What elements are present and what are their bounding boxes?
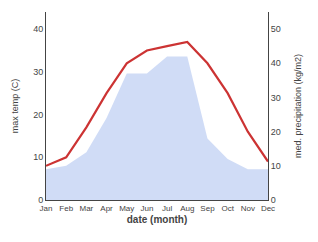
- svg-text:40: 40: [271, 58, 281, 68]
- svg-text:Jun: Jun: [140, 204, 153, 213]
- svg-text:date (month): date (month): [127, 214, 188, 225]
- svg-text:Aug: Aug: [180, 204, 194, 213]
- svg-text:10: 10: [33, 152, 43, 162]
- svg-text:Jul: Jul: [162, 204, 172, 213]
- svg-text:20: 20: [271, 127, 281, 137]
- svg-text:Jan: Jan: [40, 204, 53, 213]
- svg-text:med. precipitation (kg/m2): med. precipitation (kg/m2): [293, 54, 303, 158]
- svg-text:Dec: Dec: [261, 204, 275, 213]
- svg-text:30: 30: [33, 67, 43, 77]
- svg-text:0: 0: [38, 195, 43, 205]
- svg-text:40: 40: [33, 24, 43, 34]
- svg-text:Mar: Mar: [79, 204, 93, 213]
- svg-text:10: 10: [271, 161, 281, 171]
- svg-text:Oct: Oct: [221, 204, 234, 213]
- svg-text:50: 50: [271, 24, 281, 34]
- svg-text:May: May: [119, 204, 134, 213]
- svg-text:Sep: Sep: [200, 204, 215, 213]
- svg-text:30: 30: [271, 93, 281, 103]
- svg-text:Feb: Feb: [59, 204, 73, 213]
- svg-text:20: 20: [33, 110, 43, 120]
- svg-text:0: 0: [271, 195, 276, 205]
- svg-text:Nov: Nov: [241, 204, 255, 213]
- svg-text:max temp (C): max temp (C): [10, 79, 20, 134]
- svg-text:Apr: Apr: [100, 204, 113, 213]
